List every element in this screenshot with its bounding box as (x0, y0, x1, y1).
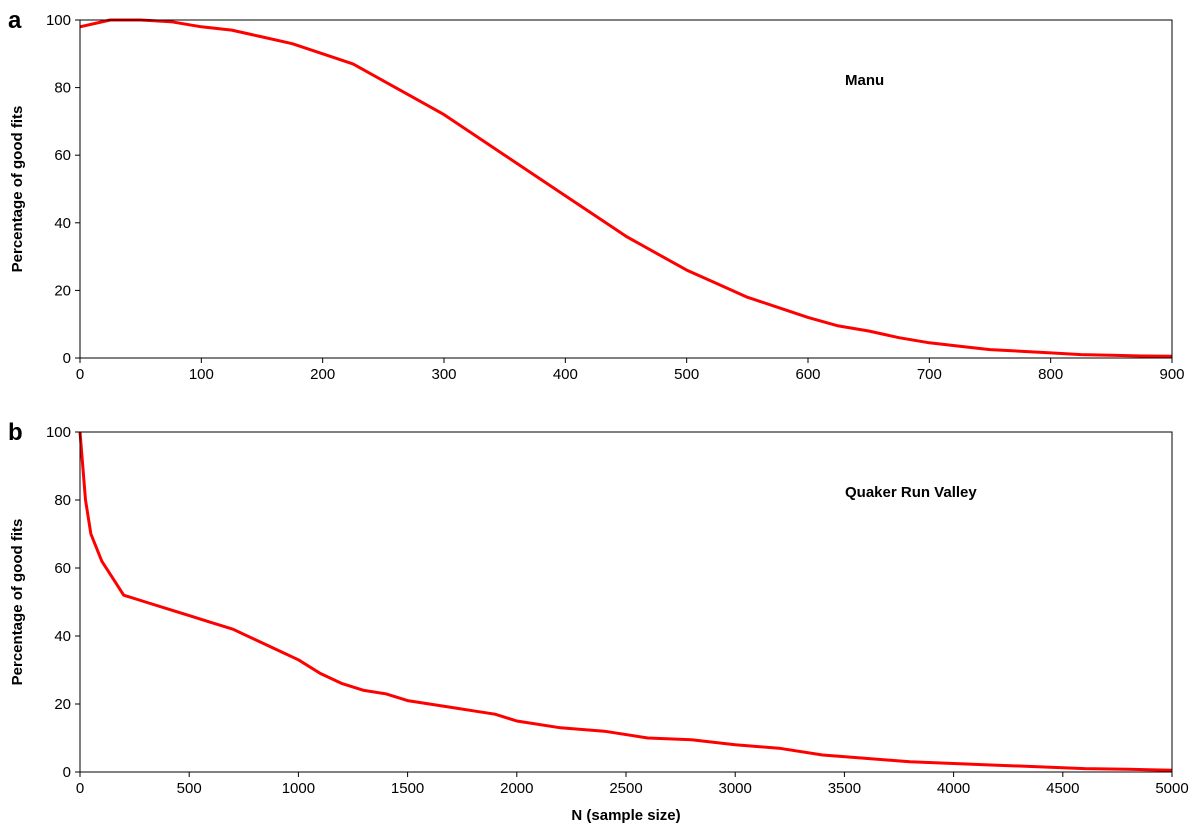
y-tick-label: 100 (46, 424, 71, 441)
y-axis-label: Percentage of good fits (9, 519, 26, 686)
plot-frame (79, 431, 1173, 773)
x-tick-label: 900 (1159, 366, 1184, 383)
y-tick-label: 40 (54, 215, 71, 232)
x-tick-label: 700 (917, 366, 942, 383)
x-tick-label: 4500 (1046, 780, 1079, 797)
panel-label: b (8, 419, 23, 446)
data-line (79, 18, 1173, 358)
x-tick-label: 400 (553, 366, 578, 383)
panel-label: a (8, 7, 22, 34)
x-tick-label: 800 (1038, 366, 1063, 383)
x-tick-label: 3000 (719, 780, 752, 797)
x-tick-label: 2500 (609, 780, 642, 797)
y-tick-label: 60 (54, 560, 71, 577)
y-tick-label: 100 (46, 12, 71, 29)
y-tick-label: 80 (54, 80, 71, 97)
y-tick-label: 0 (63, 764, 71, 781)
x-tick-label: 1000 (282, 780, 315, 797)
x-tick-label: 200 (310, 366, 335, 383)
x-tick-label: 4000 (937, 780, 970, 797)
annotation: Quaker Run Valley (845, 484, 977, 501)
y-tick-label: 20 (54, 282, 71, 299)
x-tick-label: 500 (674, 366, 699, 383)
data-line (78, 431, 1173, 772)
annotation: Manu (845, 72, 884, 89)
x-tick-label: 0 (76, 780, 84, 797)
x-tick-label: 2000 (500, 780, 533, 797)
y-axis-label: Percentage of good fits (9, 106, 26, 273)
x-tick-label: 100 (189, 366, 214, 383)
x-axis-label: N (sample size) (571, 807, 680, 824)
x-tick-label: 300 (431, 366, 456, 383)
x-tick-label: 5000 (1155, 780, 1188, 797)
y-tick-label: 0 (63, 350, 71, 367)
x-tick-label: 1500 (391, 780, 424, 797)
y-tick-label: 60 (54, 147, 71, 164)
x-tick-label: 3500 (828, 780, 861, 797)
plot-frame (79, 19, 1173, 359)
y-tick-label: 40 (54, 628, 71, 645)
y-tick-label: 20 (54, 696, 71, 713)
y-tick-label: 80 (54, 492, 71, 509)
x-tick-label: 0 (76, 366, 84, 383)
x-tick-label: 500 (177, 780, 202, 797)
x-tick-label: 600 (795, 366, 820, 383)
